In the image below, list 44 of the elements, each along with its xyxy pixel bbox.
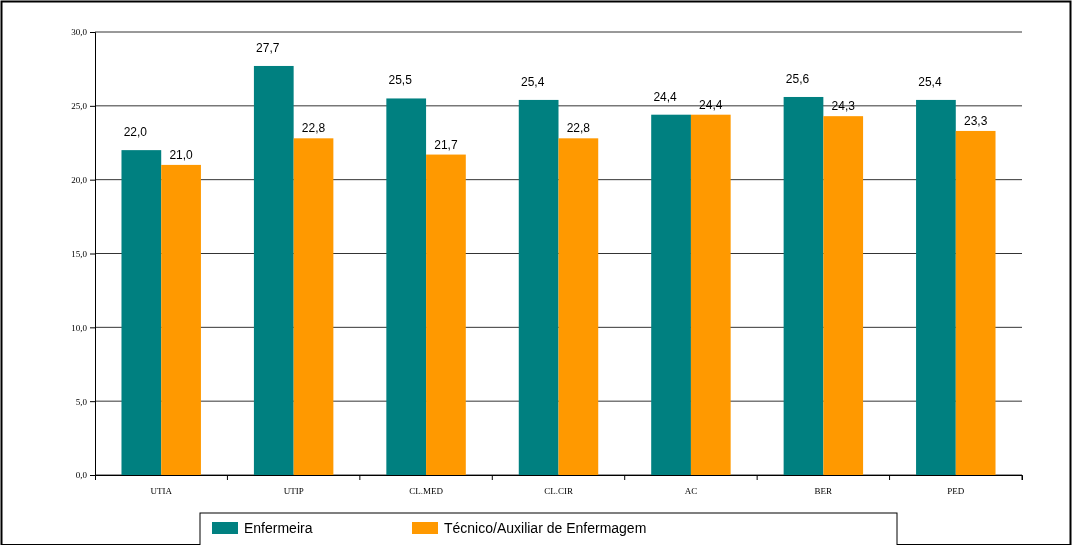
x-tick-label: CL.MED xyxy=(409,485,444,496)
data-label: 22,8 xyxy=(301,121,326,136)
data-label: 24,4 xyxy=(699,97,723,112)
y-tick-label: 20,0 xyxy=(71,175,88,186)
data-label: 24,3 xyxy=(831,99,856,114)
bar xyxy=(690,114,731,475)
y-tick-label: 5,0 xyxy=(75,396,88,407)
y-tick-label: 10,0 xyxy=(71,322,88,333)
data-label: 23,3 xyxy=(963,113,988,128)
y-tick-label: 30,0 xyxy=(71,27,88,38)
x-tick-label: UTIA xyxy=(150,485,173,496)
x-tick-label: AC xyxy=(684,485,698,496)
y-tick-label: 25,0 xyxy=(71,101,88,112)
data-label: 21,7 xyxy=(434,137,458,152)
data-label: 22,0 xyxy=(123,125,148,140)
bar xyxy=(916,99,956,475)
data-label: 25,4 xyxy=(918,74,942,89)
legend-label: Técnico/Auxiliar de Enfermagem xyxy=(444,520,647,536)
bar xyxy=(386,98,427,475)
data-label: 25,5 xyxy=(388,73,413,88)
y-tick-label: 0,0 xyxy=(75,470,88,481)
bar xyxy=(783,96,824,475)
data-label: 25,4 xyxy=(520,74,545,89)
data-label: 27,7 xyxy=(256,40,280,55)
y-tick-label: 15,0 xyxy=(71,248,88,259)
bar xyxy=(426,154,466,475)
data-label: 24,4 xyxy=(653,89,678,104)
bar xyxy=(253,65,294,475)
legend-label: Enfermeira xyxy=(244,520,313,536)
x-tick-label: BER xyxy=(814,485,833,496)
bar xyxy=(121,150,162,475)
bar xyxy=(651,114,691,475)
bar xyxy=(955,130,996,475)
bar xyxy=(161,164,201,475)
data-label: 21,0 xyxy=(169,147,194,162)
data-label: 25,6 xyxy=(785,71,810,86)
bar xyxy=(558,138,599,475)
data-label: 22,8 xyxy=(566,121,591,136)
bar xyxy=(823,116,864,475)
bar xyxy=(293,138,334,475)
x-tick-label: CL.CIR xyxy=(544,485,573,496)
bar xyxy=(518,99,559,475)
x-tick-label: PED xyxy=(947,485,965,496)
x-tick-label: UTIP xyxy=(283,485,304,496)
